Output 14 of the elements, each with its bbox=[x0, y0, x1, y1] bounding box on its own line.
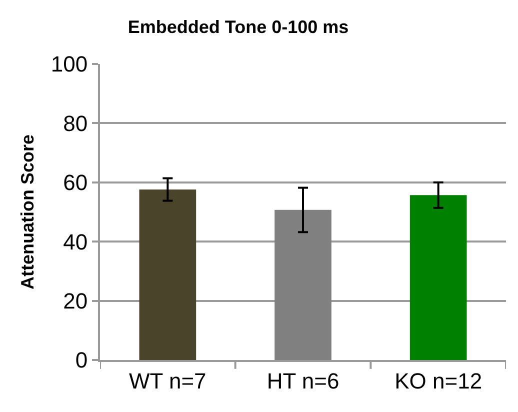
y-tick-label: 80 bbox=[63, 110, 88, 136]
y-tick-label: 40 bbox=[63, 229, 88, 254]
y-tick-label: 20 bbox=[63, 288, 88, 314]
x-tick-label: HT n=6 bbox=[266, 368, 340, 394]
y-tick-label: 0 bbox=[75, 348, 88, 373]
x-tick-label: KO n=12 bbox=[394, 368, 482, 394]
bar bbox=[410, 195, 467, 360]
y-tick-label: 100 bbox=[50, 52, 88, 77]
x-tick-label: WT n=7 bbox=[129, 368, 206, 394]
y-axis-title: Attenuation Score bbox=[18, 134, 38, 290]
y-tick-label: 60 bbox=[63, 170, 88, 196]
bar bbox=[139, 190, 196, 360]
chart-title: Embedded Tone 0-100 ms bbox=[128, 17, 349, 38]
bar bbox=[274, 210, 332, 360]
